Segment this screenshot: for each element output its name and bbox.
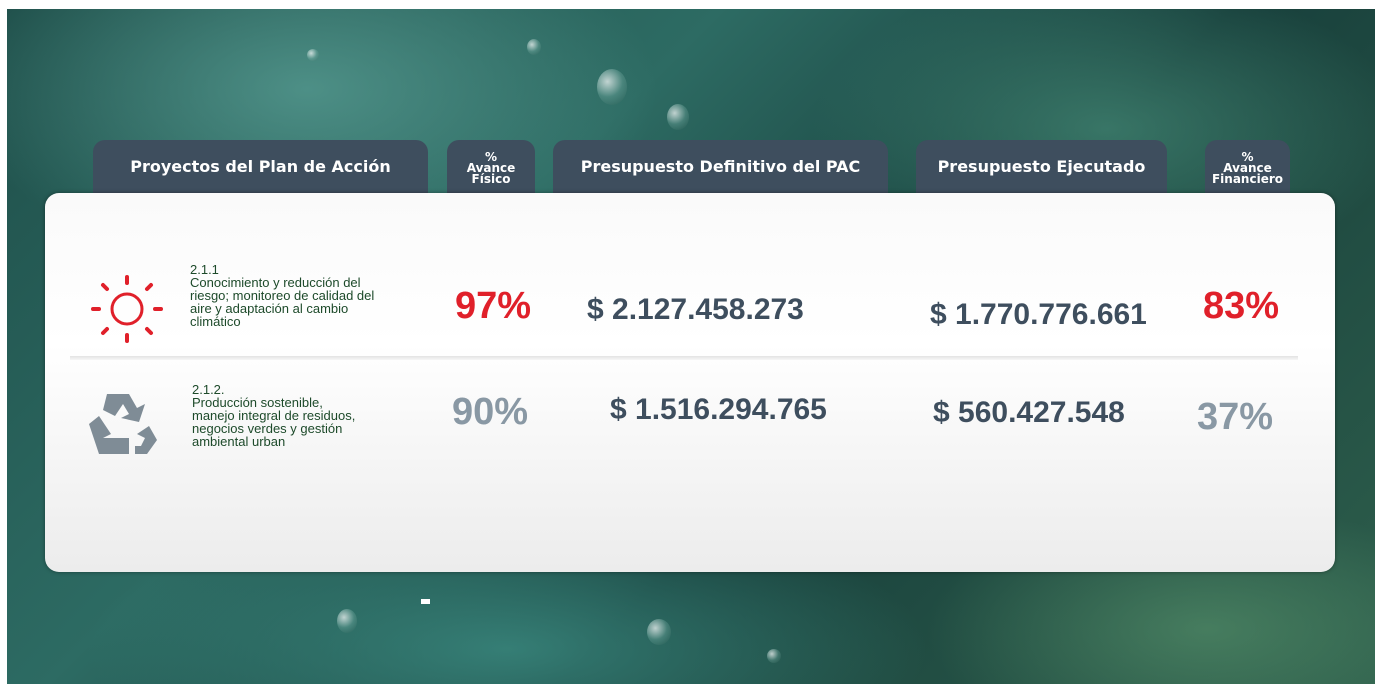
- water-drop: [647, 619, 671, 645]
- header-line: Físico: [472, 174, 511, 185]
- row-text: 2.1.2. Producción sostenible, manejo int…: [192, 383, 355, 448]
- table-panel: 2.1.1 Conocimiento y reducción del riesg…: [45, 193, 1335, 572]
- header-line: Financiero: [1212, 174, 1283, 185]
- sun-icon: [87, 273, 167, 345]
- header-cell: Presupuesto Ejecutado: [916, 140, 1167, 193]
- slide: Proyectos del Plan de Acción % Avance Fí…: [7, 9, 1375, 684]
- row-text: 2.1.1 Conocimiento y reducción del riesg…: [190, 263, 374, 328]
- header-cell: % Avance Físico: [447, 140, 535, 193]
- row-separator: [70, 356, 1298, 360]
- presupuesto-ejecutado: $ 560.427.548: [933, 396, 1125, 430]
- presupuesto-definitivo: $ 1.516.294.765: [610, 393, 827, 427]
- header-cell: % Avance Financiero: [1205, 140, 1290, 193]
- water-drop: [597, 69, 627, 105]
- recycle-icon: [79, 388, 159, 460]
- presupuesto-ejecutado: $ 1.770.776.661: [930, 298, 1147, 332]
- page: {"header": ["Proyectos del Plan de Acció…: [0, 0, 1375, 684]
- water-drop: [337, 609, 357, 633]
- row-desc: climático: [190, 315, 374, 328]
- avance-financiero: 37%: [1197, 396, 1273, 439]
- dash-mark: [421, 599, 430, 604]
- water-drop: [667, 104, 689, 130]
- avance-fisico: 90%: [452, 391, 528, 434]
- header-cell: Proyectos del Plan de Acción: [93, 140, 428, 193]
- avance-financiero: 83%: [1203, 285, 1279, 328]
- presupuesto-definitivo: $ 2.127.458.273: [587, 293, 804, 327]
- water-drop: [767, 649, 781, 663]
- water-drop: [527, 39, 541, 55]
- avance-fisico: 97%: [455, 285, 531, 328]
- row-desc: ambiental urban: [192, 435, 355, 448]
- header-cell: Presupuesto Definitivo del PAC: [553, 140, 888, 193]
- water-drop: [307, 49, 319, 61]
